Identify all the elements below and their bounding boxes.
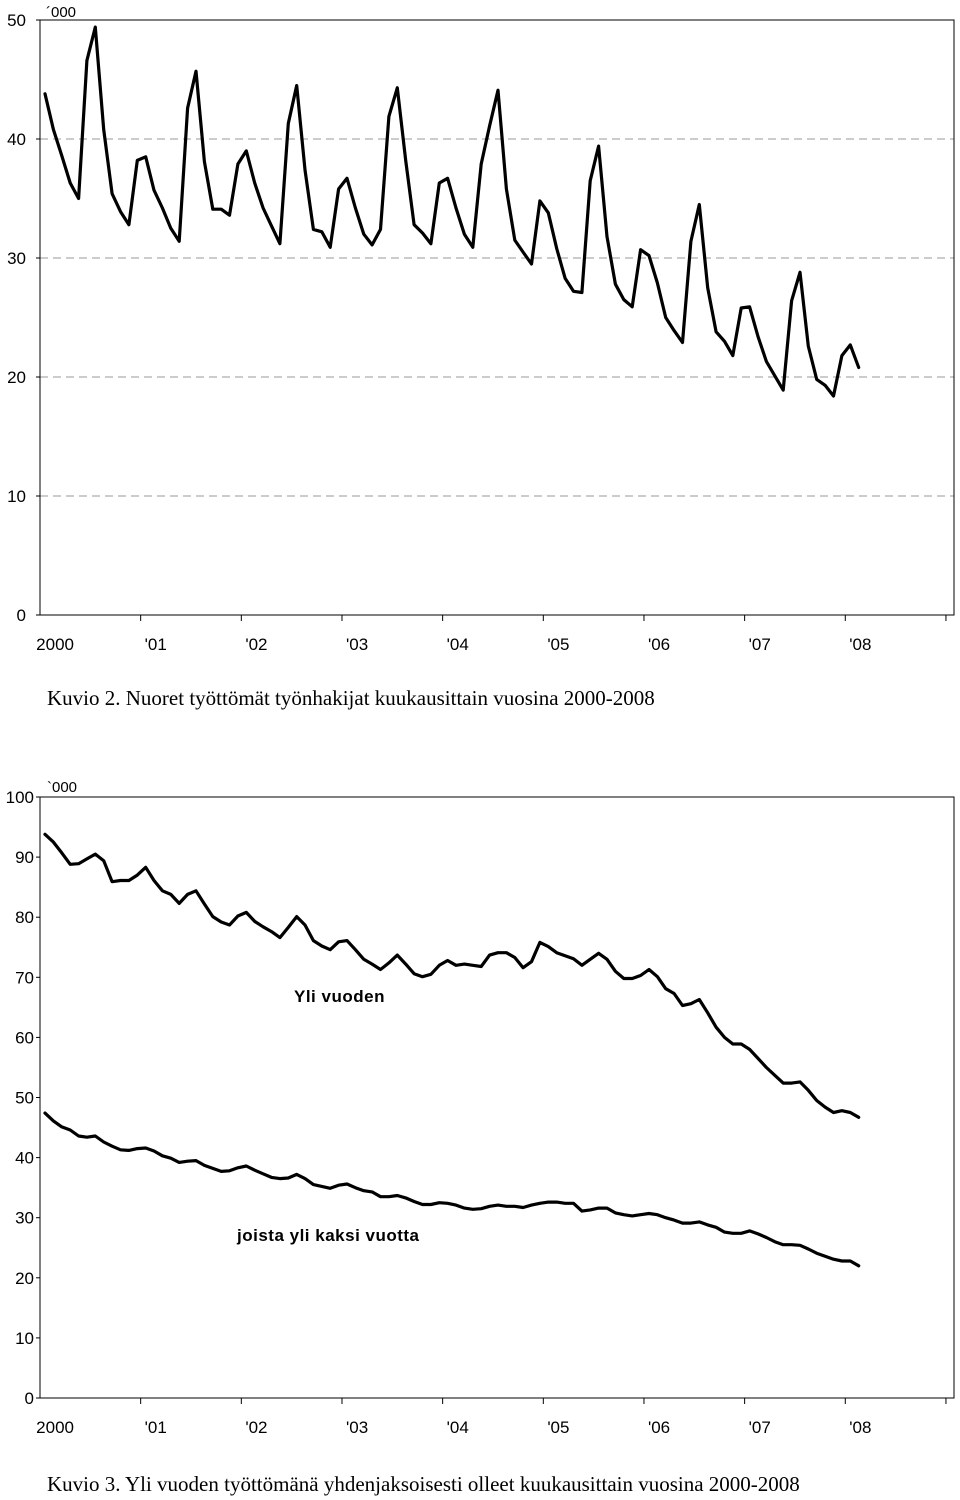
chart1-xtick-label: '01 <box>145 635 167 654</box>
chart1-plot-frame <box>39 19 955 616</box>
chart2-series-annotation: Yli vuoden <box>294 987 385 1006</box>
chart1-xtick-label: '08 <box>849 635 871 654</box>
chart2-xtick-label: '04 <box>447 1418 469 1437</box>
chart2-xtick-label: 2000 <box>36 1418 74 1437</box>
chart2-unit-label: `000 <box>47 779 77 796</box>
chart2-series-annotation: joista yli kaksi vuotta <box>236 1226 420 1245</box>
chart2-ytick-label: 70 <box>15 968 34 987</box>
chart2-xtick-label: '07 <box>749 1418 771 1437</box>
chart2-ytick-label: 10 <box>15 1329 34 1348</box>
chart2-ytick-label: 80 <box>15 908 34 927</box>
chart1-xtick-label: '05 <box>547 635 569 654</box>
chart2-xtick-label: '06 <box>648 1418 670 1437</box>
chart2-series-line-2 <box>43 1111 861 1268</box>
chart1-xtick-label: '06 <box>648 635 670 654</box>
chart2-ytick-label: 100 <box>6 788 34 807</box>
chart2-plot-frame <box>39 796 955 1399</box>
chart2-xtick-label: '02 <box>245 1418 267 1437</box>
chart2-ytick-label: 40 <box>15 1149 34 1168</box>
chart2-ytick-label: 0 <box>25 1389 34 1408</box>
chart1-ytick-label: 0 <box>17 606 26 625</box>
chart2-caption: Kuvio 3. Yli vuoden työttömänä yhdenjaks… <box>47 1472 800 1496</box>
chart1-ytick-label: 50 <box>7 11 26 30</box>
chart1-unit-label: ´000 <box>46 4 76 21</box>
chart1-xtick-label: '02 <box>245 635 267 654</box>
chart1-caption: Kuvio 2. Nuoret työttömät työnhakijat ku… <box>47 686 655 710</box>
chart1-series-line-1 <box>43 25 861 398</box>
chart1-xtick-label: 2000 <box>36 635 74 654</box>
chart2-ytick-label: 50 <box>15 1089 34 1108</box>
chart1-ytick-label: 20 <box>7 368 26 387</box>
chart2-xtick-label: '03 <box>346 1418 368 1437</box>
chart1-xtick-label: '03 <box>346 635 368 654</box>
chart1-xtick-label: '07 <box>749 635 771 654</box>
chart2-ytick-label: 30 <box>15 1209 34 1228</box>
chart1-ytick-label: 40 <box>7 130 26 149</box>
chart2-xtick-label: '05 <box>547 1418 569 1437</box>
chart1-ytick-label: 30 <box>7 249 26 268</box>
chart2-ytick-label: 20 <box>15 1269 34 1288</box>
chart2-series-line-1 <box>43 832 861 1119</box>
chart2-xtick-label: '01 <box>145 1418 167 1437</box>
chart1-ytick-label: 10 <box>7 487 26 506</box>
chart2-xtick-label: '08 <box>849 1418 871 1437</box>
chart1-xtick-label: '04 <box>447 635 469 654</box>
chart2-ytick-label: 90 <box>15 848 34 867</box>
chart2-ytick-label: 60 <box>15 1028 34 1047</box>
